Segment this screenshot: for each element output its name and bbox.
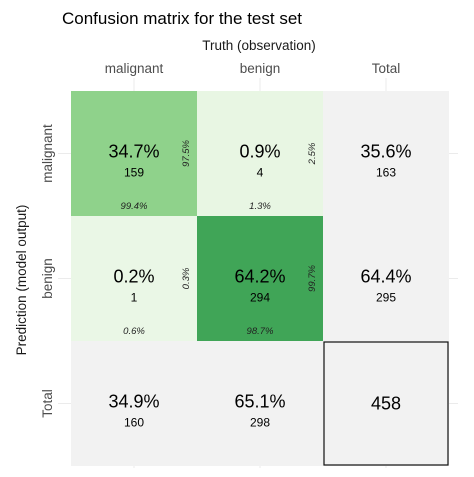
x-tick-label: Total bbox=[372, 61, 401, 76]
total-cell bbox=[71, 341, 197, 466]
cell-percent: 0.9% bbox=[239, 142, 280, 162]
y-tick-label: benign bbox=[40, 258, 55, 299]
grand-total-value: 458 bbox=[371, 394, 401, 414]
grand-total-box bbox=[323, 341, 449, 466]
cell-row-percent: 0.3% bbox=[181, 267, 192, 289]
column-total-count: 298 bbox=[250, 416, 270, 430]
column-total-percent: 65.1% bbox=[234, 392, 285, 412]
cell-count: 1 bbox=[131, 291, 138, 305]
cell-row-percent: 2.5% bbox=[307, 142, 318, 165]
cell-count: 294 bbox=[250, 291, 270, 305]
row-total-percent: 64.4% bbox=[360, 267, 411, 287]
total-cell bbox=[197, 341, 323, 466]
x-tick-label: malignant bbox=[105, 61, 164, 76]
total-cell bbox=[323, 91, 449, 216]
cell-percent: 0.2% bbox=[113, 267, 154, 287]
chart-title: Confusion matrix for the test set bbox=[62, 9, 302, 28]
cell-row-percent: 99.7% bbox=[307, 264, 318, 291]
matrix-cells bbox=[71, 91, 449, 466]
column-total-count: 160 bbox=[124, 416, 144, 430]
row-total-count: 295 bbox=[376, 291, 396, 305]
cell-column-percent: 0.6% bbox=[123, 326, 145, 337]
matrix-cell bbox=[197, 216, 323, 341]
cell-column-percent: 1.3% bbox=[249, 201, 271, 212]
matrix-cell bbox=[197, 91, 323, 216]
column-total-percent: 34.9% bbox=[108, 392, 159, 412]
cell-count: 159 bbox=[124, 166, 144, 180]
cell-percent: 34.7% bbox=[108, 142, 159, 162]
matrix-cell bbox=[71, 216, 197, 341]
row-total-count: 163 bbox=[376, 166, 396, 180]
matrix-labels: malignant benign Total malignant benign Total… bbox=[40, 61, 449, 466]
total-cell bbox=[323, 216, 449, 341]
total-cell bbox=[323, 341, 449, 466]
x-axis-title: Truth (observation) bbox=[202, 38, 316, 53]
x-tick-label: benign bbox=[240, 61, 281, 76]
cell-column-percent: 98.7% bbox=[247, 326, 274, 337]
cell-column-percent: 99.4% bbox=[121, 201, 148, 212]
matrix-cell bbox=[71, 91, 197, 216]
y-axis-title: Prediction (model output) bbox=[14, 205, 29, 356]
cell-percent: 64.2% bbox=[234, 267, 285, 287]
cell-count: 4 bbox=[257, 166, 264, 180]
row-total-percent: 35.6% bbox=[360, 142, 411, 162]
y-tick-label: Total bbox=[40, 389, 55, 418]
y-tick-label: malignant bbox=[40, 124, 55, 183]
cell-row-percent: 97.5% bbox=[181, 139, 192, 166]
